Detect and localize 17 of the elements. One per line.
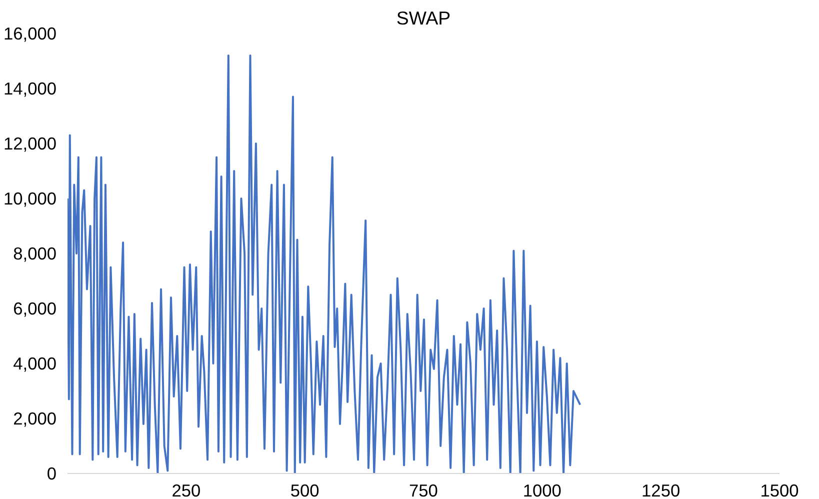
- line-series: [68, 54, 582, 474]
- x-tick-label: 500: [290, 480, 320, 499]
- x-tick-label: 250: [172, 480, 201, 499]
- chart-title: SWAP: [396, 8, 451, 28]
- y-tick-label: 8,000: [13, 244, 57, 264]
- x-tick-label: 1250: [642, 480, 680, 499]
- y-tick-label: 6,000: [13, 298, 57, 318]
- x-tick-label: 1000: [522, 480, 562, 499]
- x-tick-label: 1500: [760, 480, 799, 499]
- y-tick-label: 4,000: [13, 354, 57, 374]
- y-tick-label: 14,000: [4, 78, 56, 98]
- y-tick-label: 12,000: [4, 134, 56, 154]
- y-tick-label: 10,000: [4, 188, 56, 208]
- y-tick-label: 16,000: [4, 24, 56, 44]
- y-tick-label: 2,000: [13, 408, 57, 428]
- y-tick-label: 0: [46, 464, 57, 484]
- x-tick-label: 750: [409, 480, 438, 499]
